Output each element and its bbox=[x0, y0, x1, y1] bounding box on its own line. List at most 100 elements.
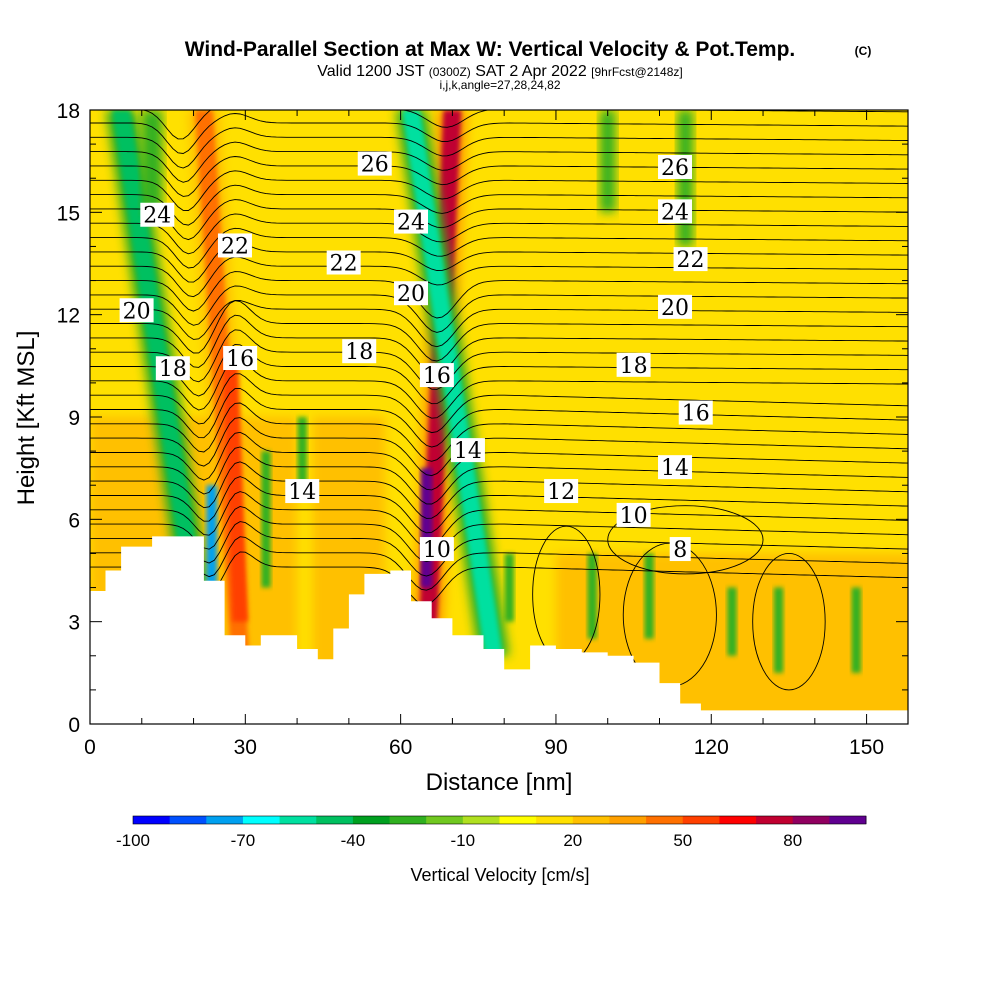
y-axis-label: Height [Kft MSL] bbox=[13, 331, 40, 506]
contour-label-box bbox=[658, 294, 693, 319]
isentrope-line bbox=[90, 329, 908, 390]
contour-label-text: 22 bbox=[221, 234, 249, 259]
contour-label-box bbox=[393, 281, 428, 306]
contour-label-box bbox=[450, 438, 485, 463]
colorbar-swatch bbox=[426, 816, 464, 824]
isentrope-line bbox=[90, 141, 908, 183]
isentrope-line bbox=[90, 113, 908, 154]
colorbar-swatch bbox=[133, 816, 171, 824]
contour-label-text: 14 bbox=[454, 439, 482, 464]
copyright-mark: (C) bbox=[855, 44, 872, 58]
colorbar-swatch bbox=[829, 816, 867, 824]
colorbar-swatch bbox=[206, 816, 244, 824]
contour-label-text: 24 bbox=[143, 204, 171, 229]
isentrope-line bbox=[90, 387, 908, 448]
isentrope-line bbox=[90, 521, 908, 577]
contour-label: 22 bbox=[673, 247, 708, 273]
contour-label-text: 14 bbox=[661, 456, 689, 481]
subtitle-indices: i,j,k,angle=27,28,24,82 bbox=[439, 78, 560, 92]
contour-label: 16 bbox=[419, 363, 454, 389]
colorbar-swatch bbox=[646, 816, 684, 824]
closed-contour-3 bbox=[607, 505, 764, 575]
closed-contour-1 bbox=[752, 552, 826, 691]
isentrope-line bbox=[90, 127, 908, 169]
colorbar-frame bbox=[132, 815, 867, 825]
isentrope-line bbox=[90, 256, 908, 298]
colorbar-swatch bbox=[572, 816, 610, 824]
y-tick-label: 6 bbox=[68, 509, 80, 532]
contour-label-text: 22 bbox=[677, 248, 705, 273]
upper-downdraft-patch-2 bbox=[599, 110, 616, 213]
contour-labels: 26 26 24 24 24 22 22 22 20 20 20 18 18 18 16 16 16 14 14 14… bbox=[119, 151, 713, 563]
contour-label-box bbox=[658, 199, 693, 224]
isentrope-line bbox=[90, 551, 908, 605]
isentrope-line bbox=[141, 110, 908, 140]
contour-label-text: 10 bbox=[423, 538, 451, 563]
contour-label: 24 bbox=[658, 199, 693, 225]
contour-label-box bbox=[326, 250, 361, 275]
contour-label-text: 8 bbox=[673, 538, 687, 563]
contour-label-text: 24 bbox=[661, 200, 689, 225]
contour-label-box bbox=[393, 209, 428, 234]
contour-label-box bbox=[678, 400, 713, 425]
x-tick-label: 120 bbox=[694, 736, 729, 759]
y-tick-label: 12 bbox=[57, 305, 80, 328]
contour-label-text: 12 bbox=[547, 480, 575, 505]
isentrope-line bbox=[90, 461, 908, 519]
colorbar-tick-label: -100 bbox=[116, 831, 150, 850]
contour-label-box bbox=[544, 479, 579, 504]
y-tick-label: 18 bbox=[57, 100, 80, 123]
contour-label-box bbox=[155, 356, 190, 381]
contour-label: 20 bbox=[393, 281, 428, 307]
contour-label: 24 bbox=[140, 202, 175, 229]
axes: 0 30 60 90 120 150 0 3 6 9 12 15 18 bbox=[57, 100, 908, 759]
contour-label-text: 16 bbox=[226, 347, 254, 372]
isentrope-line bbox=[90, 446, 908, 505]
isentrope-line bbox=[90, 285, 908, 333]
subtitle-main: Valid 1200 JST bbox=[317, 63, 425, 80]
contour-label: 20 bbox=[119, 298, 154, 324]
colorbar-tick-label: 50 bbox=[673, 831, 692, 850]
plot-area: 26 26 24 24 24 22 22 22 20 20 20 18 18 18 16 16 16 14 14 14… bbox=[57, 100, 909, 759]
contour-label: 18 bbox=[342, 339, 377, 365]
colorbar-swatch bbox=[389, 816, 427, 824]
contour-label: 10 bbox=[616, 502, 651, 529]
contour-label-text: 20 bbox=[661, 296, 689, 321]
x-tick-label: 0 bbox=[84, 736, 96, 759]
contour-label-text: 24 bbox=[397, 211, 425, 236]
isentrope-line bbox=[90, 184, 908, 226]
contour-label-text: 20 bbox=[123, 299, 151, 324]
contour-label-box bbox=[669, 537, 691, 562]
isentrope-line bbox=[90, 431, 908, 491]
colorbar: -100 -70 -40 -10 20 50 80 bbox=[116, 815, 867, 850]
downdraft-1-core bbox=[112, 110, 213, 656]
contour-label-box bbox=[285, 479, 320, 504]
contour-label-text: 10 bbox=[620, 504, 648, 529]
weak-downdraft-streak-7 bbox=[851, 587, 861, 673]
contour-label: 14 bbox=[658, 455, 693, 481]
isentrope-line bbox=[90, 536, 908, 591]
contour-label-box bbox=[357, 151, 392, 176]
colorbar-swatch bbox=[792, 816, 830, 824]
x-axis-label: Distance [nm] bbox=[426, 769, 573, 796]
x-tick-label: 30 bbox=[234, 736, 257, 759]
chart-title: Wind-Parallel Section at Max W: Vertical… bbox=[185, 38, 796, 61]
contour-label: 18 bbox=[155, 356, 190, 382]
contour-label-box bbox=[342, 339, 377, 364]
upper-downdraft-patch-0 bbox=[141, 110, 163, 213]
contour-label-text: 16 bbox=[423, 364, 451, 389]
colorbar-tick-label: -10 bbox=[451, 831, 476, 850]
contour-label: 8 bbox=[669, 537, 691, 563]
contour-label: 18 bbox=[616, 352, 651, 379]
isentrope-line bbox=[90, 373, 908, 434]
isentrope-line bbox=[90, 300, 908, 362]
contour-label-text: 18 bbox=[620, 354, 648, 379]
contour-label: 16 bbox=[678, 400, 713, 427]
isentrope-line bbox=[90, 506, 908, 563]
contour-label-box bbox=[217, 233, 252, 258]
updraft-2-low-core bbox=[420, 468, 433, 588]
weak-downdraft-streak-3 bbox=[587, 553, 597, 639]
subtitle-utc: (0300Z) bbox=[429, 65, 471, 79]
weak-downdraft-streak-1 bbox=[297, 417, 307, 486]
subtitle-fcst: [9hrFcst@2148z] bbox=[591, 65, 683, 79]
